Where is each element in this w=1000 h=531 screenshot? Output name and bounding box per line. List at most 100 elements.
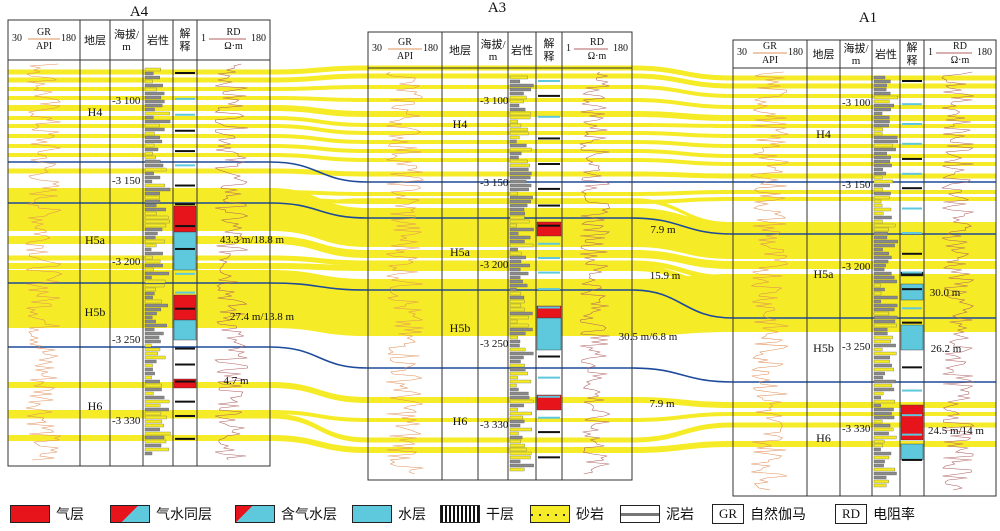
thickness-label: 7.9 m [649, 398, 675, 410]
interpretation-water [900, 283, 924, 301]
interpretation-water [173, 319, 197, 341]
lithology-bed [509, 315, 529, 320]
sand-band [632, 123, 733, 128]
rd-scale-left: 1 [566, 43, 571, 54]
lithology-bed [509, 427, 533, 432]
interpretation-thin-layer [175, 307, 195, 310]
interpretation-thin-layer [175, 164, 195, 167]
sand-layer [368, 85, 632, 89]
sand-band [270, 410, 368, 422]
formation-boundary [8, 202, 996, 235]
lithology-bed [873, 407, 894, 412]
lithology-bed [144, 211, 157, 216]
lithology-bed [873, 331, 888, 336]
sand-band [270, 382, 368, 403]
sand-band [632, 316, 733, 336]
lithology-bed [509, 467, 525, 472]
sand-band [632, 65, 733, 81]
interpretation-thin-layer [175, 150, 195, 153]
lithology-bed [873, 211, 884, 216]
lithology-bed [144, 267, 154, 272]
interpretation-thin-layer [902, 389, 922, 392]
sand-band [632, 158, 733, 166]
interpretation-thin-layer [175, 326, 195, 329]
lithology-bed [509, 463, 534, 468]
sand-layer [733, 144, 996, 148]
sand-layer [733, 134, 996, 138]
lithology-bed [873, 171, 887, 176]
lithology-bed [509, 175, 531, 180]
interpretation-header: 解 [907, 40, 918, 54]
interpretation-thin-layer [538, 306, 560, 309]
sand-layer [8, 69, 270, 75]
lithology-bed [144, 387, 162, 392]
lithology-bed [873, 427, 894, 432]
interpretation-thin-layer [175, 347, 195, 350]
interpretation-thin-layer [538, 431, 560, 434]
sand-layer [733, 316, 996, 332]
lithology-bed [873, 143, 893, 148]
lithology-bed [873, 167, 884, 172]
sand-band [270, 134, 368, 144]
strata-label: H6 [816, 431, 831, 445]
lithology-bed [873, 231, 888, 236]
lithology-bed [873, 111, 883, 116]
lithology-bed [144, 347, 161, 352]
lithology-bed [509, 223, 517, 228]
depth-label: -3 250 [112, 334, 141, 346]
sand-layer [368, 73, 632, 79]
lithology-bed [509, 439, 521, 444]
lithology-bed [144, 103, 163, 108]
sand-band [270, 85, 368, 91]
lithology-bed [873, 439, 885, 444]
lithology-bed [873, 287, 885, 292]
lithology-bed [144, 379, 160, 384]
interpretation-header: 解 [180, 26, 191, 40]
lithology-bed [144, 175, 161, 180]
sand-band [632, 250, 733, 269]
lithology-bed [873, 419, 883, 424]
strata-label: H5a [814, 267, 835, 281]
interpretation-thin-layer [902, 458, 922, 461]
depth-label: -3 200 [480, 259, 509, 271]
lithology-bed [873, 151, 887, 156]
lithology-bed [873, 259, 889, 264]
lithology-bed [509, 123, 522, 128]
legend-dry: 干层 [440, 504, 514, 524]
lithology-bed [509, 363, 525, 368]
elevation-unit: m [122, 41, 131, 53]
lithology-bed [509, 239, 525, 244]
lithology-bed [509, 283, 528, 288]
lithology-bed [873, 279, 897, 284]
lithology-bed [509, 459, 521, 464]
lithology-bed [509, 111, 531, 116]
interpretation-thin-layer [538, 355, 560, 358]
sand-band [270, 413, 368, 443]
elevation-header: 海拔/ [480, 37, 506, 51]
lithology-bed [144, 343, 152, 348]
lithology-bed [509, 135, 520, 140]
legend-label: 砂岩 [576, 506, 604, 522]
depth-label: -3 330 [842, 423, 871, 435]
lithology-bed [144, 371, 155, 376]
lithology-bed [509, 383, 517, 388]
interpretation-thin-layer [538, 80, 560, 82]
sand-band [632, 237, 733, 259]
lithology-bed [873, 115, 890, 120]
sand-band [270, 255, 368, 266]
lithology-bed [144, 159, 161, 164]
lithology-bed [509, 231, 519, 236]
lithology-bed [509, 391, 529, 396]
interpretation-thin-layer [902, 123, 922, 126]
lithology-bed [873, 271, 892, 276]
lithology-bed [873, 459, 885, 464]
legend-gas: 气层 [10, 504, 84, 524]
strata-header: 地层 [449, 44, 471, 57]
lithology-bed [873, 319, 896, 324]
legend-label: 气水同层 [156, 506, 212, 522]
lithology-bed [873, 215, 892, 220]
thickness-label: 26.2 m [931, 343, 962, 355]
lithology-bed [873, 339, 891, 344]
lithology-bed [144, 411, 162, 416]
interpretation-thin-layer [902, 187, 922, 190]
